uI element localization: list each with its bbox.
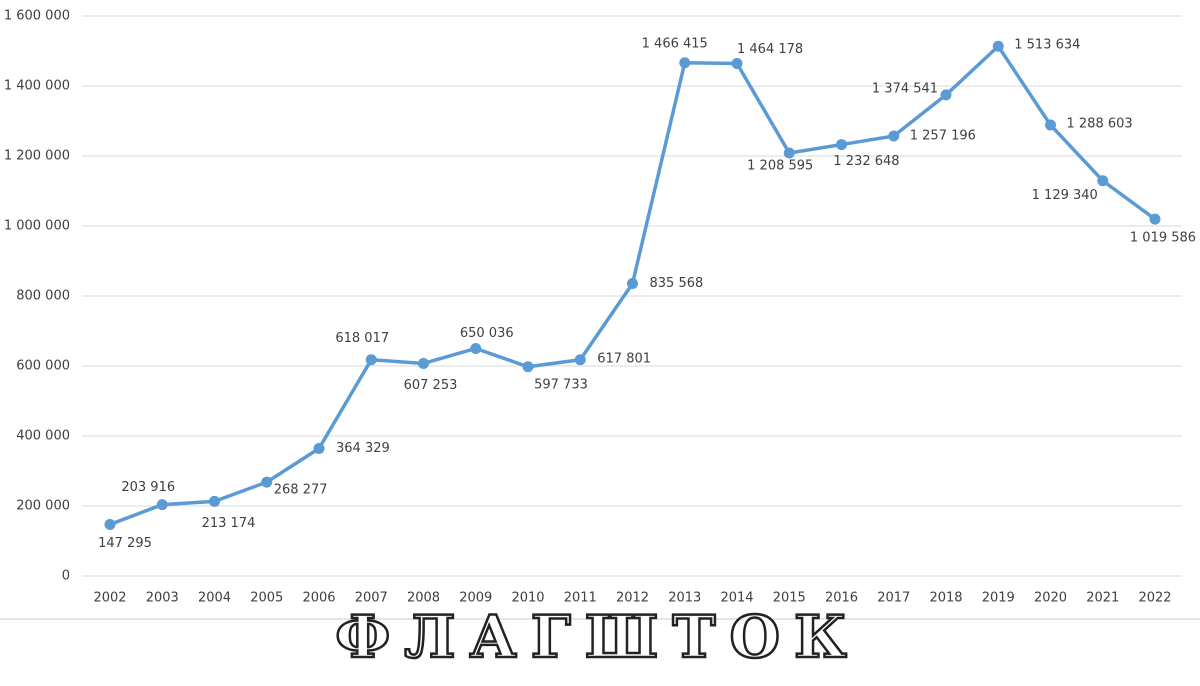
point: [888, 130, 900, 142]
data-label: 1 288 603: [1067, 116, 1133, 131]
point: [992, 40, 1004, 52]
y-tick-label: 800 000: [16, 289, 70, 304]
data-label: 597 733: [534, 377, 588, 392]
data-label: 364 329: [336, 441, 390, 456]
point: [470, 342, 482, 354]
data-label: 1 374 541: [872, 81, 938, 96]
x-tick-label: 2007: [355, 591, 388, 606]
point: [940, 89, 952, 101]
point: [209, 495, 220, 507]
x-tick-label: 2003: [146, 591, 179, 606]
y-tick-label: 1 000 000: [4, 219, 70, 234]
data-label: 1 464 178: [737, 42, 803, 57]
data-label: 1 019 586: [1130, 231, 1196, 246]
data-label: 1 257 196: [910, 128, 976, 143]
x-tick-label: 2020: [1034, 591, 1067, 606]
data-label: 618 017: [335, 331, 389, 346]
data-label: 650 036: [460, 326, 514, 341]
point: [627, 278, 638, 290]
x-tick-label: 2018: [929, 591, 962, 606]
point: [731, 58, 743, 70]
data-label: 1 466 415: [642, 36, 708, 51]
point: [1149, 213, 1161, 225]
point: [836, 139, 847, 151]
x-tick-label: 2005: [250, 591, 283, 606]
x-tick-label: 2012: [616, 591, 649, 606]
data-label: 835 568: [650, 276, 704, 291]
data-label: 1 129 340: [1032, 188, 1098, 203]
x-tick-label: 2019: [982, 591, 1015, 606]
x-tick-label: 2004: [198, 591, 231, 606]
y-tick-label: 400 000: [16, 429, 70, 444]
x-tick-label: 2017: [877, 591, 910, 606]
x-tick-label: 2015: [773, 591, 806, 606]
x-tick-label: 2013: [668, 591, 701, 606]
data-label: 1 513 634: [1014, 38, 1080, 53]
data-label: 268 277: [274, 483, 328, 498]
point: [418, 357, 429, 369]
point: [1045, 119, 1056, 131]
point: [261, 476, 273, 488]
point: [1097, 175, 1109, 187]
y-tick-label: 1 400 000: [4, 79, 70, 94]
y-tick-label: 1 600 000: [4, 9, 70, 24]
point: [104, 518, 116, 530]
point: [574, 354, 586, 366]
data-label: 213 174: [202, 516, 256, 531]
y-tick-label: 600 000: [16, 359, 70, 374]
x-tick-label: 2002: [93, 591, 126, 606]
data-label: 607 253: [404, 378, 458, 393]
point: [365, 354, 377, 366]
x-tick-label: 2006: [302, 591, 335, 606]
data-label: 147 295: [98, 536, 152, 551]
point: [313, 442, 325, 454]
x-tick-label: 2008: [407, 591, 440, 606]
y-tick-label: 1 200 000: [4, 149, 70, 164]
point: [783, 147, 795, 159]
data-label: 203 916: [121, 480, 175, 495]
data-label: 1 232 648: [833, 154, 899, 169]
point: [156, 499, 168, 511]
x-tick-label: 2022: [1138, 591, 1171, 606]
point: [679, 57, 691, 69]
x-tick-label: 2010: [511, 591, 544, 606]
x-tick-label: 2014: [720, 591, 753, 606]
x-tick-label: 2021: [1086, 591, 1119, 606]
x-tick-label: 2009: [459, 591, 492, 606]
x-tick-label: 2016: [825, 591, 858, 606]
point: [522, 361, 534, 373]
y-tick-label: 200 000: [16, 499, 70, 514]
data-label: 617 801: [597, 351, 651, 366]
x-tick-label: 2011: [564, 591, 597, 606]
data-label: 1 208 595: [747, 158, 813, 173]
y-tick-label: 0: [62, 569, 70, 584]
watermark: ФЛАГШТОК: [335, 603, 861, 671]
